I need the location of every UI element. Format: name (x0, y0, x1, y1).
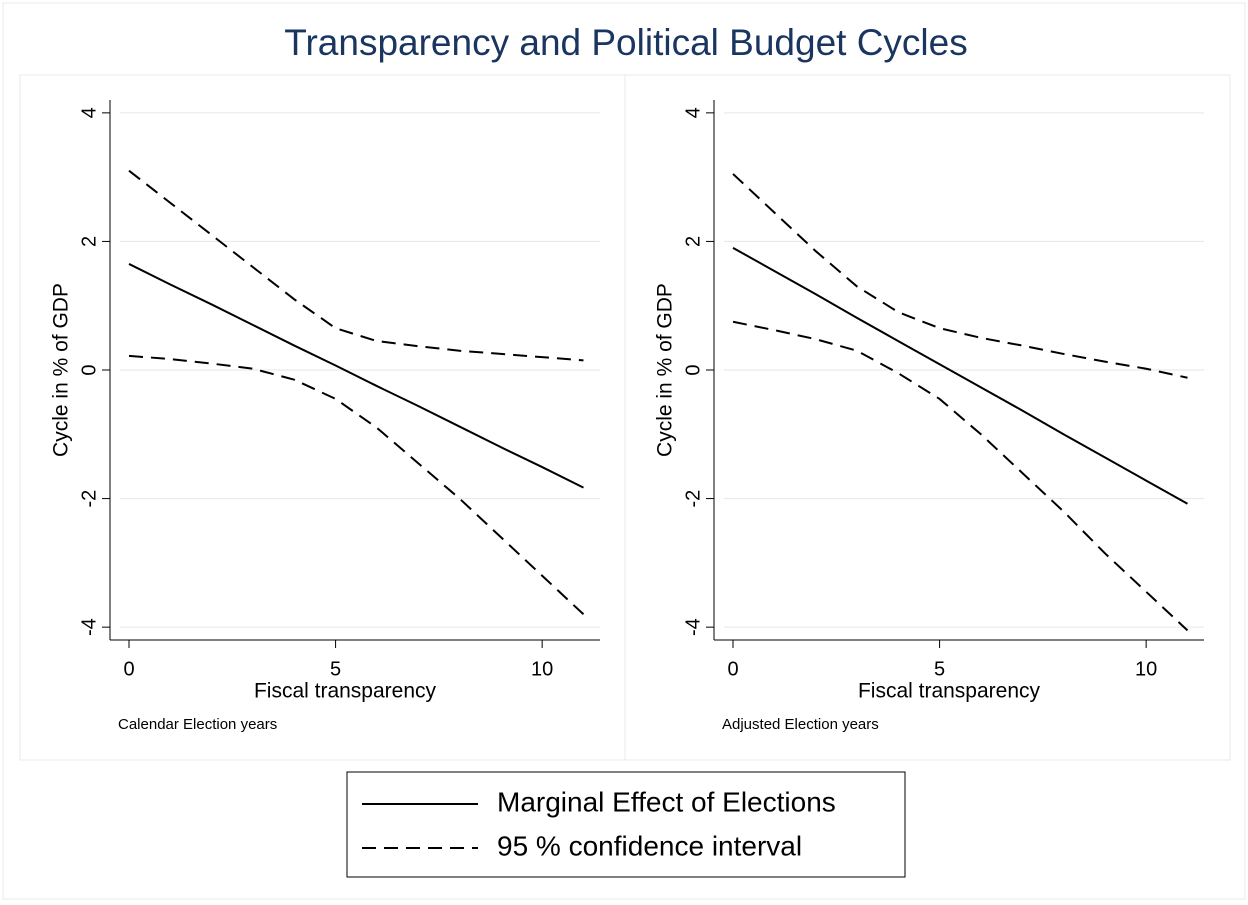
series-line (128, 169, 584, 362)
x-axis-label: Fiscal transparency (858, 680, 1041, 703)
series-line (128, 354, 585, 616)
x-tick-label: 10 (531, 658, 553, 680)
x-tick-label: 5 (934, 658, 945, 680)
y-tick-label: -4 (78, 618, 100, 636)
y-tick-label: 0 (78, 364, 100, 375)
legend-label: Marginal Effect of Elections (497, 786, 836, 817)
y-tick-label: 4 (682, 107, 704, 118)
y-axis-label: Cycle in % of GDP (50, 283, 73, 457)
y-tick-label: 2 (682, 236, 704, 247)
y-tick-label: 4 (78, 107, 100, 118)
series-line (128, 263, 584, 489)
series-line (732, 246, 1188, 505)
y-axis-label: Cycle in % of GDP (654, 283, 677, 457)
series-line (732, 320, 1189, 632)
panel-note: Calendar Election years (118, 716, 277, 733)
x-tick-label: 10 (1135, 658, 1157, 680)
legend-box (346, 771, 906, 878)
x-tick-label: 0 (727, 658, 738, 680)
figure-title: Transparency and Political Budget Cycles (284, 22, 967, 63)
y-tick-label: 2 (78, 236, 100, 247)
x-tick-label: 0 (123, 658, 134, 680)
legend-label: 95 % confidence interval (497, 830, 802, 861)
y-tick-label: -2 (682, 490, 704, 508)
y-tick-label: -4 (682, 618, 704, 636)
x-axis-label: Fiscal transparency (254, 680, 437, 703)
panel-note: Adjusted Election years (722, 716, 879, 733)
y-tick-label: 0 (682, 364, 704, 375)
y-tick-label: -2 (78, 490, 100, 508)
x-tick-label: 5 (330, 658, 341, 680)
